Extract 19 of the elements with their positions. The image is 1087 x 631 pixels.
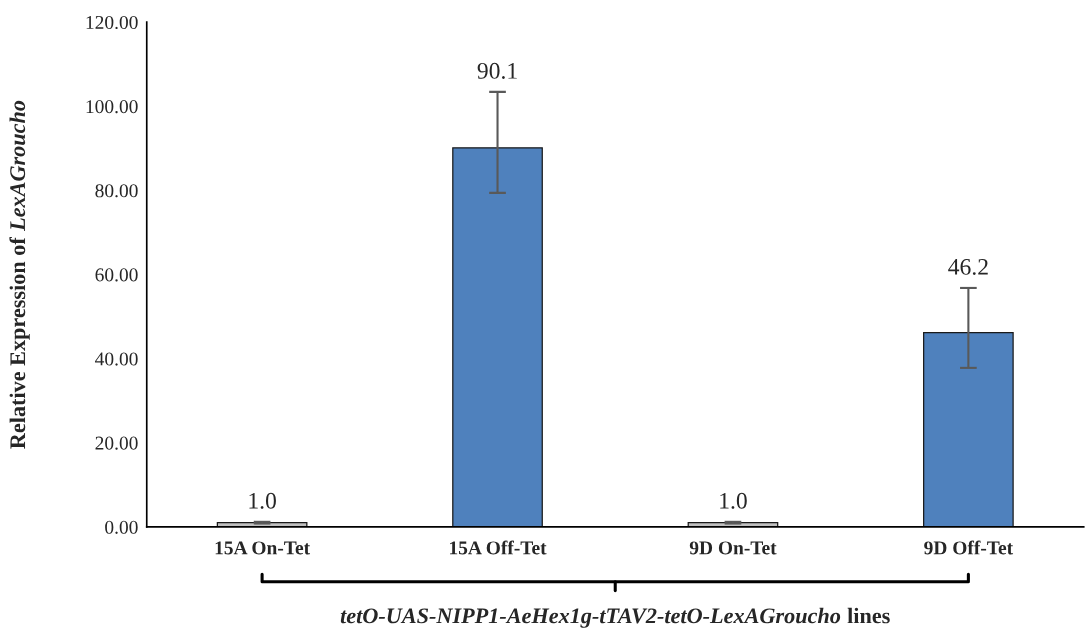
- data-label: 90.1: [477, 62, 517, 79]
- data-label: 1.0: [720, 492, 747, 509]
- x-tick-label: 15A Off-Tet: [450, 540, 547, 555]
- y-tick-label: 20.00: [95, 436, 138, 450]
- y-tick-label: 40.00: [95, 352, 138, 366]
- y-tick-label: 60.00: [95, 268, 138, 282]
- y-tick-label: 120.00: [86, 15, 138, 30]
- data-label: 46.2: [948, 258, 988, 275]
- bar: [923, 331, 1014, 527]
- data-label: 1.0: [249, 492, 276, 509]
- x-tick-label: 15A On-Tet: [215, 541, 311, 555]
- y-tick-label: 80.00: [95, 184, 138, 198]
- y-tick-label: 100.00: [86, 100, 138, 114]
- y-tick-label: 0.00: [105, 520, 138, 534]
- x-tick-label: 9D On-Tet: [689, 541, 777, 555]
- bar: [452, 147, 543, 527]
- x-axis-title: tetO-UAS-NIPP1-AeHex1g-tTAV2-tetO-LexAGroucho lines: [340, 607, 890, 628]
- x-tick-label: 9D Off-Tet: [924, 540, 1014, 555]
- y-axis-title: Relative Expression of LexAGroucho: [9, 100, 30, 449]
